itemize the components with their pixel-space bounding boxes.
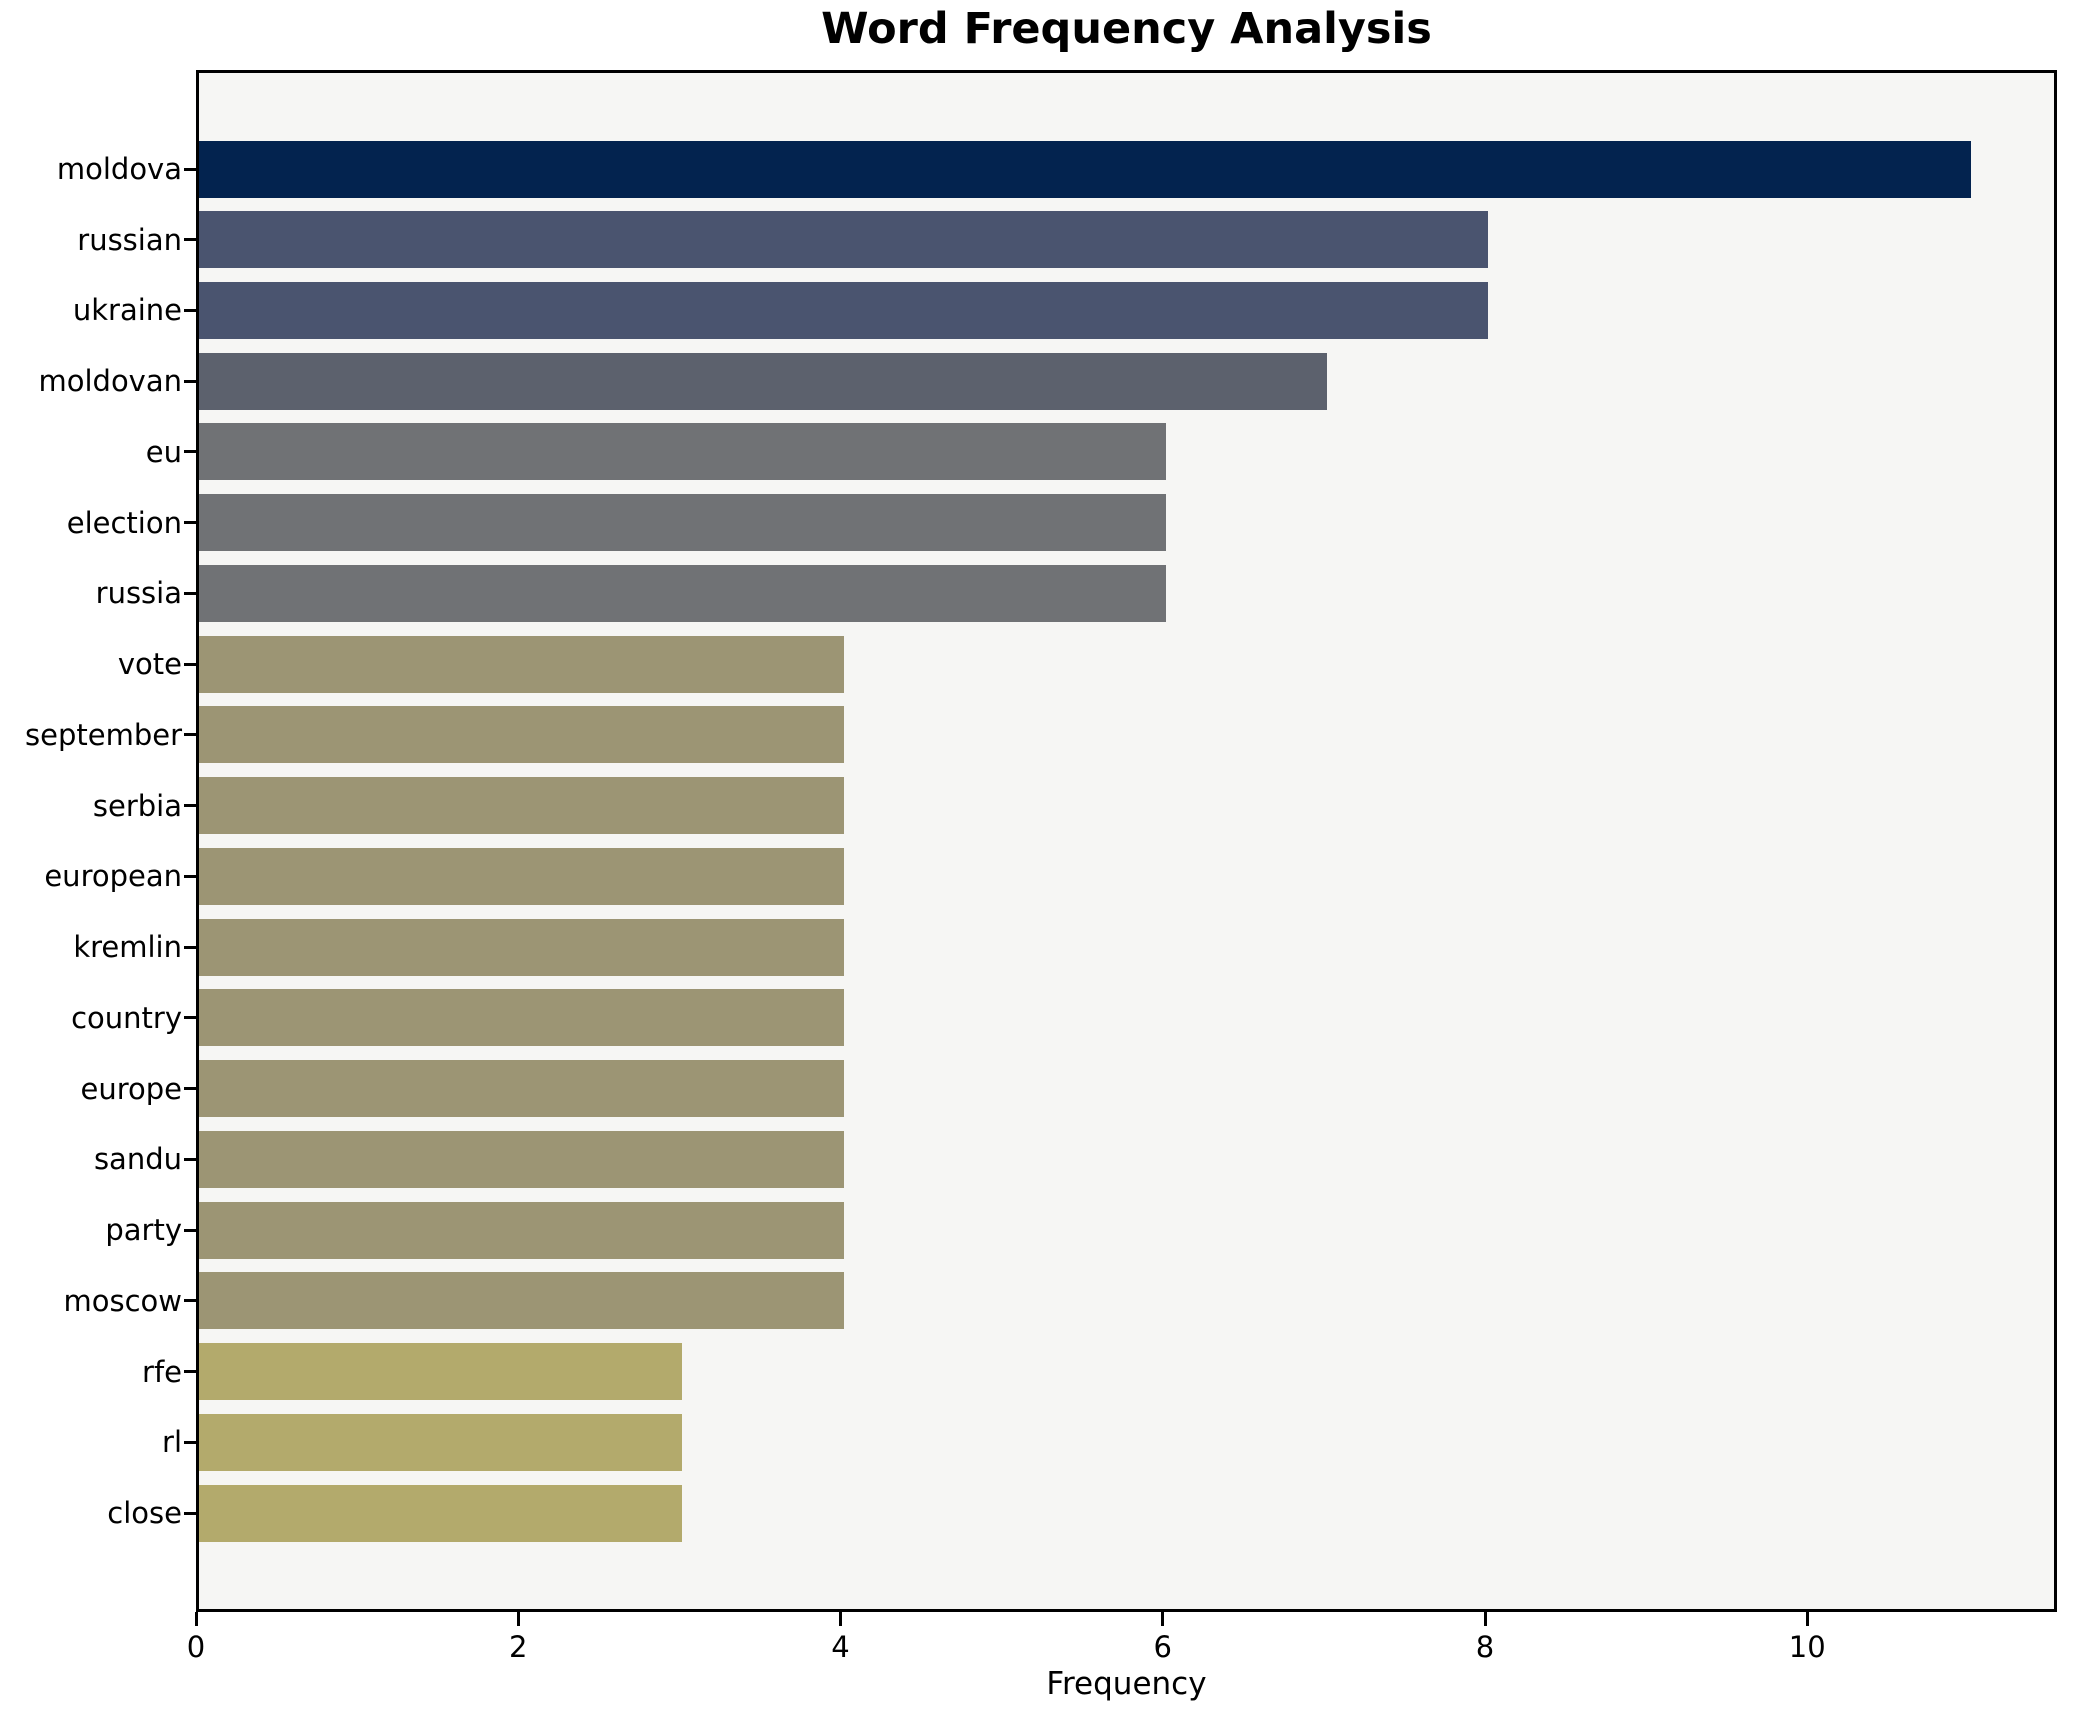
y-tick-label-rl: rl xyxy=(162,1425,182,1460)
x-tick-label-4: 4 xyxy=(831,1630,850,1664)
x-axis-label: Frequency xyxy=(1046,1666,1207,1702)
bar-close xyxy=(199,1484,683,1542)
y-tick-mark xyxy=(184,1087,196,1091)
y-tick-mark xyxy=(184,167,196,171)
y-tick-label-september: september xyxy=(25,717,182,752)
y-tick-mark xyxy=(184,521,196,525)
y-tick-label-election: election xyxy=(66,505,182,540)
bar-europe xyxy=(199,1060,844,1118)
y-tick-label-moldovan: moldovan xyxy=(38,364,182,399)
x-tick-mark xyxy=(1161,1612,1165,1626)
bar-ukraine xyxy=(199,281,1488,339)
y-tick-mark xyxy=(184,1228,196,1232)
y-tick-label-serbia: serbia xyxy=(92,788,182,823)
y-tick-label-sandu: sandu xyxy=(93,1142,182,1177)
y-tick-mark xyxy=(184,238,196,242)
y-tick-label-russian: russian xyxy=(77,222,182,257)
plot-area xyxy=(196,70,2057,1612)
bar-russia xyxy=(199,564,1166,622)
bar-russian xyxy=(199,211,1488,269)
y-tick-label-european: european xyxy=(44,859,182,894)
y-tick-label-moscow: moscow xyxy=(63,1283,182,1318)
y-tick-mark xyxy=(184,662,196,666)
bar-sandu xyxy=(199,1130,844,1188)
bar-moscow xyxy=(199,1272,844,1330)
y-tick-label-country: country xyxy=(71,1000,182,1035)
y-tick-mark xyxy=(184,1299,196,1303)
y-tick-label-europe: europe xyxy=(80,1071,183,1106)
y-tick-label-kremlin: kremlin xyxy=(73,930,182,965)
x-tick-mark xyxy=(839,1612,842,1626)
y-tick-mark xyxy=(184,1370,196,1374)
x-tick-mark xyxy=(1483,1612,1487,1626)
y-tick-label-moldova: moldova xyxy=(56,152,182,186)
y-tick-label-party: party xyxy=(105,1213,182,1248)
chart-title: Word Frequency Analysis xyxy=(821,4,1432,54)
y-tick-label-close: close xyxy=(107,1496,182,1530)
y-tick-mark xyxy=(184,308,196,312)
bar-vote xyxy=(199,635,844,693)
x-tick-mark xyxy=(516,1612,520,1626)
x-tick-label-2: 2 xyxy=(509,1630,528,1664)
y-tick-label-russia: russia xyxy=(95,576,182,611)
x-tick-mark xyxy=(1805,1612,1809,1626)
y-tick-label-eu: eu xyxy=(145,434,182,469)
y-tick-mark xyxy=(184,874,196,878)
y-tick-mark xyxy=(184,945,196,949)
bar-country xyxy=(199,989,844,1047)
bar-moldova xyxy=(199,140,1972,198)
y-tick-mark xyxy=(184,1440,196,1444)
bar-serbia xyxy=(199,777,844,835)
y-tick-label-vote: vote xyxy=(117,647,182,682)
y-tick-label-ukraine: ukraine xyxy=(72,293,182,328)
y-tick-mark xyxy=(184,591,196,595)
bar-moldovan xyxy=(199,352,1327,410)
bar-party xyxy=(199,1201,844,1259)
x-tick-label-8: 8 xyxy=(1475,1630,1495,1664)
bar-kremlin xyxy=(199,918,844,976)
x-tick-mark xyxy=(194,1612,198,1626)
y-tick-mark xyxy=(184,1511,196,1515)
bar-eu xyxy=(199,423,1166,481)
x-tick-label-10: 10 xyxy=(1788,1630,1826,1664)
y-tick-mark xyxy=(184,1157,196,1161)
y-tick-mark xyxy=(184,450,196,454)
y-tick-label-rfe: rfe xyxy=(142,1354,182,1389)
x-tick-label-0: 0 xyxy=(186,1630,206,1664)
y-tick-mark xyxy=(184,804,196,808)
bar-european xyxy=(199,847,844,905)
y-tick-mark xyxy=(184,1016,196,1020)
y-tick-mark xyxy=(184,379,196,383)
y-tick-mark xyxy=(184,733,196,737)
bar-september xyxy=(199,706,844,764)
x-tick-label-6: 6 xyxy=(1153,1630,1172,1664)
bar-rl xyxy=(199,1413,683,1471)
bar-election xyxy=(199,494,1166,552)
bar-rfe xyxy=(199,1343,683,1401)
